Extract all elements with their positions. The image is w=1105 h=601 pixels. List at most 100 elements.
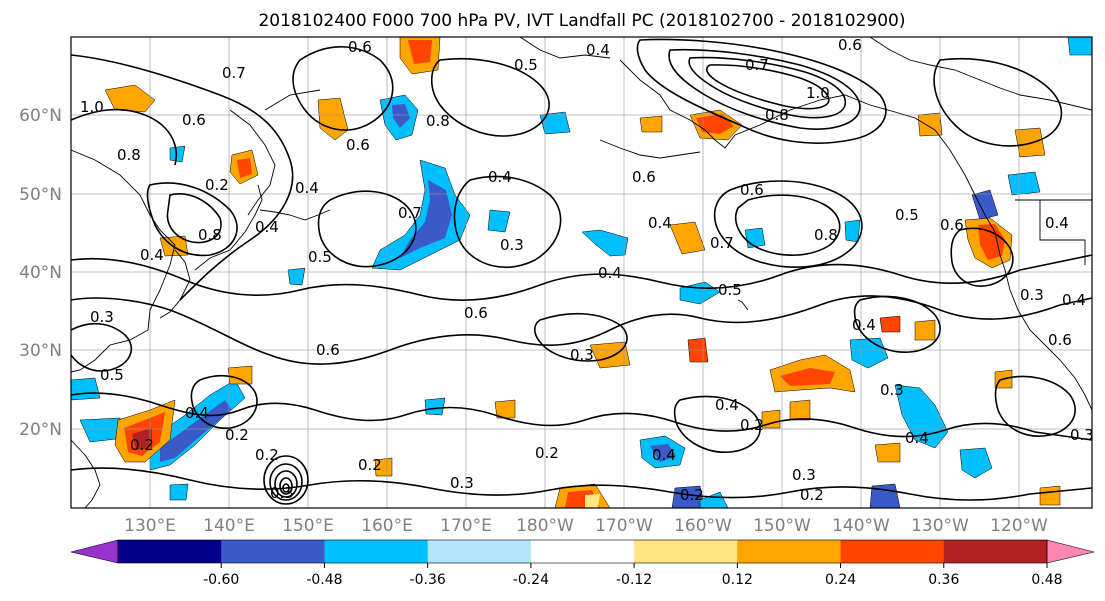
contour-line bbox=[688, 56, 846, 119]
contour-line bbox=[71, 322, 133, 372]
contour-line bbox=[734, 194, 841, 256]
contour-label: 0.4 bbox=[715, 396, 739, 414]
colorbar-tick-label: 0.24 bbox=[825, 572, 856, 588]
contour-label: 0.6 bbox=[348, 38, 372, 56]
contour-lines bbox=[71, 38, 1092, 505]
colorbar-segment bbox=[427, 540, 532, 563]
contour-label: 0.5 bbox=[718, 281, 742, 299]
contour-line bbox=[933, 57, 1063, 147]
positive-pv-patch bbox=[761, 409, 781, 429]
coastline-aleutians bbox=[599, 139, 701, 159]
contour-label: 0.6 bbox=[464, 304, 488, 322]
negative-pv-patch bbox=[371, 159, 471, 271]
contour-label: 0.2 bbox=[800, 486, 824, 504]
map-area: 0.6 0.5 0.4 0.6 0.7 1.0 0.6 0.8 0.6 0.4 … bbox=[71, 36, 1094, 508]
positive-pv-patch bbox=[914, 319, 936, 341]
colorbar-tick-label: -0.12 bbox=[616, 572, 652, 588]
contour-line bbox=[713, 180, 863, 268]
negative-pv-patch bbox=[844, 219, 861, 243]
lon-label: 160°W bbox=[674, 516, 732, 536]
contour-label: 0.2 bbox=[225, 426, 249, 444]
positive-pv-patch bbox=[874, 442, 901, 463]
contour-line bbox=[146, 182, 238, 257]
negative-pv-patch bbox=[71, 377, 101, 401]
contour-label: 0.6 bbox=[182, 111, 206, 129]
contour-label: 0.4 bbox=[586, 41, 610, 59]
contour-label: 0.4 bbox=[185, 404, 209, 422]
lon-label: 160°E bbox=[361, 516, 413, 536]
positive-pv-patch bbox=[917, 112, 943, 137]
contour-label: 0.4 bbox=[140, 246, 164, 264]
coastline-north-america bbox=[994, 231, 1092, 411]
negative-pv-patch bbox=[169, 483, 189, 501]
contour-label: 0.3 bbox=[1020, 286, 1044, 304]
colorbar-tick-label: 0.12 bbox=[722, 572, 753, 588]
contour-label: 0.4 bbox=[648, 214, 672, 232]
shaded-pv-field bbox=[71, 37, 1092, 508]
contour-line bbox=[263, 455, 309, 505]
contour-label: 0.4 bbox=[1062, 291, 1086, 309]
coastline-north bbox=[519, 37, 1092, 111]
contour-label: 0.6 bbox=[838, 36, 862, 54]
contour-line bbox=[282, 483, 290, 493]
contour-line bbox=[668, 48, 861, 130]
contour-label: 0.4 bbox=[488, 168, 512, 186]
negative-pv-patch bbox=[1007, 171, 1041, 196]
contour-label: 0.4 bbox=[1045, 214, 1069, 232]
contour-label: 0.3 bbox=[270, 484, 294, 502]
coastline-philippines bbox=[71, 439, 101, 508]
contour-label-layer: 0.6 0.5 0.4 0.6 0.7 1.0 0.6 0.8 0.6 0.4 … bbox=[80, 36, 1094, 504]
negative-pv-patch bbox=[959, 447, 993, 479]
coastline-hawaii bbox=[737, 299, 749, 311]
colorbar-extend-right bbox=[1046, 539, 1095, 564]
coastline-kamchatka bbox=[229, 89, 321, 216]
contour-label: 0.4 bbox=[295, 179, 319, 197]
contour-label: 0.6 bbox=[632, 168, 656, 186]
contour-line bbox=[71, 108, 177, 166]
contour-line bbox=[673, 395, 761, 453]
lon-label: 120°W bbox=[990, 516, 1048, 536]
negative-pv-patch bbox=[539, 111, 571, 135]
contour-label: 0.4 bbox=[852, 316, 876, 334]
positive-pv-patch bbox=[494, 399, 516, 419]
contour-line bbox=[279, 477, 293, 495]
contour-label: 0.3 bbox=[1070, 426, 1094, 444]
colorbar-tick-label: -0.36 bbox=[410, 572, 446, 588]
positive-pv-patch bbox=[780, 368, 835, 386]
lon-label: 150°E bbox=[282, 516, 334, 536]
colorbar: -0.60 -0.48 -0.36 -0.24 -0.12 0.12 0.24 0.36 0.4… bbox=[70, 539, 1095, 588]
colorbar-tick-label: 0.48 bbox=[1031, 572, 1062, 588]
contour-label: 0.3 bbox=[792, 466, 816, 484]
contour-label: 0.3 bbox=[570, 346, 594, 364]
contour-line bbox=[533, 312, 628, 362]
colorbar-segment bbox=[634, 540, 738, 563]
contour-line bbox=[269, 463, 303, 501]
contour-line bbox=[950, 227, 1014, 287]
contour-label: 0.7 bbox=[745, 56, 769, 74]
contour-label: 0.4 bbox=[598, 264, 622, 282]
lat-label: 40°N bbox=[19, 263, 62, 283]
coastline-korea-japan bbox=[159, 184, 263, 319]
contour-label: 0.5 bbox=[308, 248, 332, 266]
contour-label: 0.6 bbox=[940, 216, 964, 234]
contour-line bbox=[994, 375, 1076, 437]
lat-label: 60°N bbox=[19, 106, 62, 126]
contour-label: 0.8 bbox=[814, 226, 838, 244]
contour-label: 0.4 bbox=[652, 446, 676, 464]
colorbar-tick-label: -0.24 bbox=[513, 572, 549, 588]
contour-line bbox=[166, 193, 222, 244]
contour-label: 0.2 bbox=[740, 416, 764, 434]
lon-label: 170°W bbox=[595, 516, 653, 536]
positive-pv-patch bbox=[789, 399, 811, 421]
colorbar-outline bbox=[117, 539, 1048, 564]
contour-line bbox=[636, 38, 887, 144]
contour-label: 0.5 bbox=[514, 56, 538, 74]
colorbar-tick-label: -0.48 bbox=[306, 572, 342, 588]
negative-pv-patch bbox=[424, 397, 446, 416]
contour-label: 0.7 bbox=[222, 64, 246, 82]
positive-pv-patch bbox=[585, 494, 600, 508]
contour-label: 0.2 bbox=[680, 486, 704, 504]
negative-pv-patch bbox=[400, 180, 452, 258]
negative-pv-patch bbox=[169, 145, 186, 163]
positive-pv-patch bbox=[1039, 485, 1061, 506]
